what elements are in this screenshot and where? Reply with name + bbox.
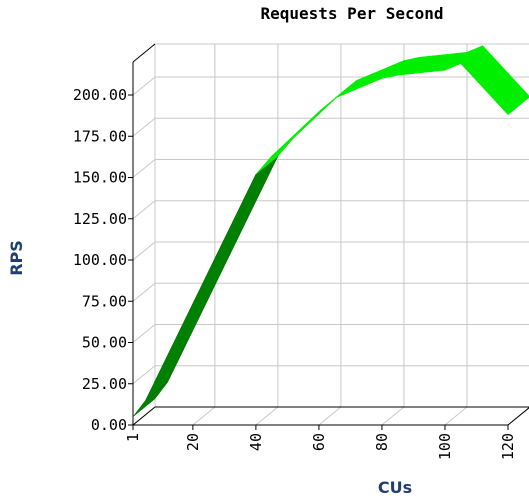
- y-tick-label: 150.00: [73, 169, 127, 187]
- y-tick-label: 75.00: [82, 292, 127, 310]
- grid-line: [192, 406, 216, 426]
- axis-edge: [132, 43, 156, 63]
- grid-line: [132, 324, 156, 343]
- grid-line: [444, 406, 468, 426]
- grid-line: [132, 76, 156, 96]
- grid-line: [132, 241, 156, 261]
- x-tick-label: 120: [499, 433, 517, 460]
- x-axis-label: CUs: [378, 478, 412, 497]
- grid-line: [132, 117, 156, 137]
- y-axis-label: RPS: [7, 240, 26, 276]
- x-tick-label: 80: [373, 433, 391, 451]
- x-tick-label: 20: [184, 433, 202, 451]
- y-tick-label: 50.00: [82, 334, 127, 352]
- grid-line: [132, 282, 156, 302]
- grid-line: [255, 406, 279, 426]
- y-tick-label: 25.00: [82, 375, 127, 393]
- x-tick-label: 60: [310, 433, 328, 451]
- y-tick-label: 100.00: [73, 251, 127, 269]
- grid-line: [318, 406, 342, 426]
- x-tick-label: 1: [124, 433, 142, 442]
- axis-edge: [132, 406, 156, 426]
- y-tick-label: 175.00: [73, 127, 127, 145]
- grid-line: [132, 365, 156, 385]
- chart-title: Requests Per Second: [260, 4, 443, 23]
- y-tick-label: 0.00: [91, 416, 127, 434]
- back-wall: [154, 43, 529, 408]
- y-tick-label: 200.00: [73, 86, 127, 104]
- grid-line: [132, 200, 156, 220]
- ribbon-segment: [460, 45, 529, 116]
- grid-line: [381, 406, 405, 426]
- x-tick-label: 100: [436, 433, 454, 460]
- grid-line: [132, 159, 156, 178]
- x-tick-label: 40: [247, 433, 265, 451]
- axis-edge: [507, 407, 529, 426]
- y-tick-label: 125.00: [73, 210, 127, 228]
